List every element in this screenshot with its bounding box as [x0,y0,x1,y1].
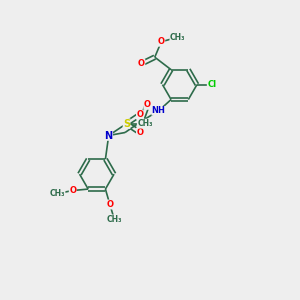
Text: O: O [106,200,113,209]
Text: O: O [136,110,143,119]
Text: O: O [144,100,151,109]
Text: O: O [69,186,76,195]
Text: O: O [138,59,145,68]
Text: CH₃: CH₃ [106,215,122,224]
Text: CH₃: CH₃ [50,189,65,198]
Text: O: O [136,128,143,137]
Text: Cl: Cl [207,80,216,89]
Text: CH₃: CH₃ [170,33,185,42]
Text: CH₃: CH₃ [137,119,153,128]
Text: NH: NH [152,106,166,115]
Text: S: S [123,118,130,129]
Text: O: O [158,37,165,46]
Text: N: N [105,130,113,140]
